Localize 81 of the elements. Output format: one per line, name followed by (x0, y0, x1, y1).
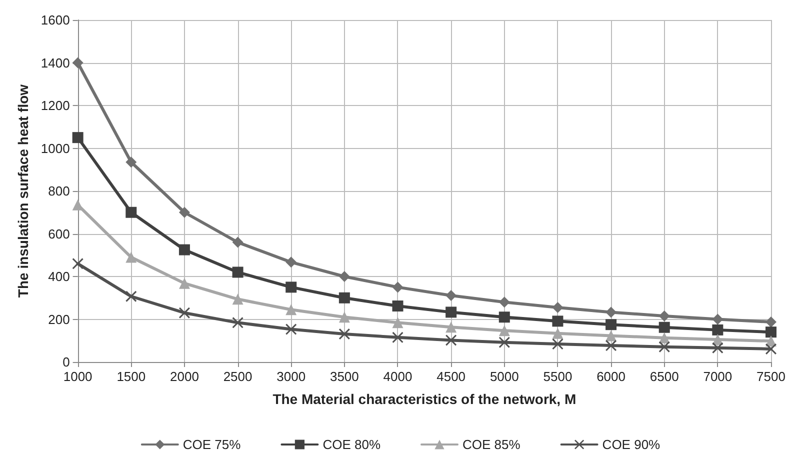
y-tick-label: 1400 (40, 55, 70, 70)
x-tick-label: 7000 (703, 369, 732, 384)
x-tick-label: 3000 (276, 369, 306, 384)
point (392, 300, 404, 312)
x-tick-label: 4000 (383, 369, 412, 384)
point (392, 317, 404, 328)
point (72, 57, 84, 68)
y-tick-label: 400 (48, 269, 70, 284)
x-tick-label: 7500 (756, 369, 786, 384)
point (552, 338, 564, 350)
point (126, 290, 137, 302)
x-axis-title: The Material characteristics of the network, M (272, 391, 576, 407)
x-tick-label: 1000 (63, 369, 92, 384)
point (338, 292, 350, 304)
point (338, 271, 350, 282)
x-tick-label: 4500 (436, 369, 466, 384)
point (286, 256, 297, 268)
point (446, 306, 457, 318)
x-tick-label: 2500 (223, 369, 252, 384)
y-tick-label: 200 (48, 312, 70, 327)
legend-label: COE 85% (462, 437, 521, 452)
point (72, 258, 84, 270)
x-tick-label: 6000 (596, 369, 626, 384)
legend-label: COE 90% (602, 437, 661, 452)
point (338, 312, 350, 323)
x-tick-label: 5500 (543, 369, 572, 384)
point (126, 206, 137, 218)
legend-label: COE 75% (182, 437, 242, 452)
point (498, 336, 510, 348)
point (552, 316, 564, 327)
point (766, 326, 776, 338)
x-tick-label: 2000 (170, 369, 199, 384)
point (606, 330, 617, 342)
point (232, 236, 244, 248)
legend-label: COE 80% (322, 437, 381, 452)
x-tick-label: 3500 (330, 369, 359, 384)
point (286, 282, 297, 293)
point (126, 156, 137, 168)
point (338, 328, 350, 340)
point (446, 322, 457, 333)
point (446, 334, 457, 346)
point (498, 312, 510, 323)
y-axis-title: The insulation surface heat flow (15, 84, 31, 298)
y-tick-label: 1200 (40, 98, 70, 113)
x-tick-label: 6500 (650, 369, 679, 384)
point (552, 328, 564, 339)
point (72, 132, 84, 144)
point (286, 324, 297, 335)
point (178, 307, 190, 318)
y-tick-label: 1000 (40, 140, 70, 156)
point (606, 306, 617, 318)
point (392, 332, 404, 343)
point (766, 343, 776, 354)
point (658, 341, 670, 352)
point (232, 294, 244, 305)
point (766, 316, 776, 328)
point (658, 310, 670, 322)
point (712, 342, 724, 354)
point (126, 252, 137, 263)
y-tick-label: 800 (48, 184, 70, 198)
point (712, 324, 724, 336)
y-tick-label: 600 (48, 226, 70, 242)
y-tick-label: 1600 (40, 12, 70, 28)
point (552, 302, 564, 313)
point (606, 340, 617, 352)
point (286, 304, 297, 316)
x-tick-label: 5000 (490, 369, 519, 384)
point (446, 290, 457, 302)
point (178, 278, 190, 289)
point (178, 244, 190, 256)
point (712, 314, 724, 325)
point (498, 325, 510, 336)
point (392, 282, 404, 293)
point (232, 266, 244, 278)
point (658, 322, 670, 333)
point (606, 319, 617, 330)
point (178, 206, 190, 218)
point (232, 317, 244, 328)
y-tick-label: 0 (62, 354, 70, 370)
x-tick-label: 1500 (116, 369, 146, 384)
point (498, 296, 510, 308)
